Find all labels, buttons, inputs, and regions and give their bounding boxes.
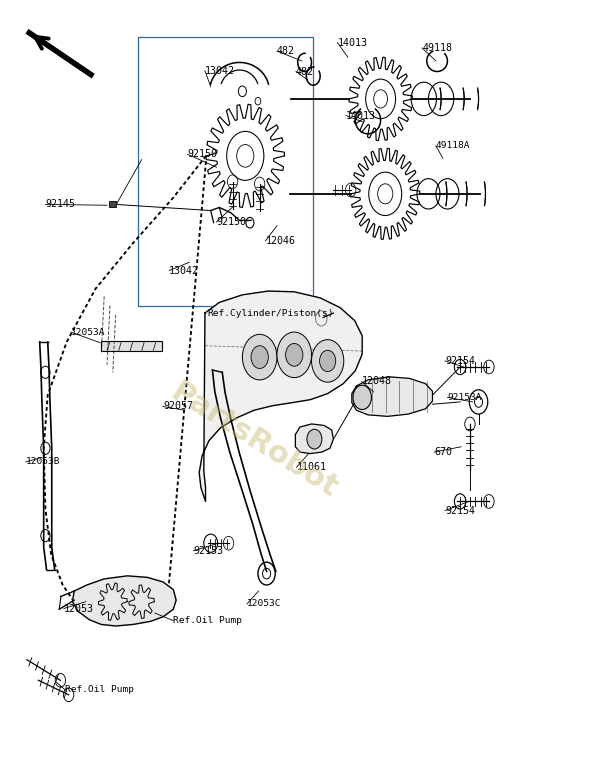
Text: 14013: 14013 [337, 38, 367, 48]
Text: 12053A: 12053A [71, 328, 105, 336]
Text: 12053: 12053 [64, 604, 94, 614]
Circle shape [277, 332, 311, 377]
Text: Ref.Oil Pump: Ref.Oil Pump [173, 616, 242, 625]
Polygon shape [199, 291, 362, 501]
Bar [137, 36, 313, 306]
Text: Ref.Cylinder/Piston(s): Ref.Cylinder/Piston(s) [207, 308, 334, 318]
Text: 12046: 12046 [265, 236, 295, 246]
Text: 92153: 92153 [193, 546, 223, 556]
Text: 92145: 92145 [46, 199, 76, 209]
Circle shape [242, 334, 277, 380]
Text: 482: 482 [277, 46, 295, 56]
Polygon shape [73, 576, 176, 626]
Text: 670: 670 [434, 447, 452, 457]
Text: PartsRobot: PartsRobot [165, 377, 343, 504]
Text: 92150: 92150 [217, 217, 247, 227]
Text: 12048: 12048 [362, 377, 392, 387]
Text: 49118: 49118 [422, 43, 452, 53]
Text: 49118A: 49118A [436, 142, 470, 150]
Text: 12053C: 12053C [247, 599, 281, 608]
Circle shape [320, 350, 336, 371]
Text: 92057: 92057 [163, 401, 193, 412]
Text: 92154: 92154 [445, 356, 475, 366]
Polygon shape [295, 424, 334, 453]
Circle shape [307, 429, 322, 449]
Text: 11061: 11061 [296, 462, 326, 472]
Text: 14013: 14013 [346, 111, 376, 121]
Text: 482: 482 [296, 67, 314, 77]
Text: Ref.Oil Pump: Ref.Oil Pump [65, 685, 134, 694]
Text: 92153A: 92153A [448, 393, 482, 402]
Circle shape [251, 346, 268, 368]
Bar [101, 341, 162, 351]
Bar [109, 202, 116, 208]
Polygon shape [352, 377, 433, 416]
Circle shape [311, 339, 344, 382]
Text: 13042: 13042 [169, 266, 199, 276]
Text: 12053B: 12053B [26, 457, 61, 467]
Text: 92150: 92150 [188, 150, 218, 160]
Circle shape [286, 343, 303, 367]
Text: 92154: 92154 [445, 505, 475, 515]
Circle shape [353, 385, 371, 409]
Text: 13042: 13042 [205, 66, 235, 76]
